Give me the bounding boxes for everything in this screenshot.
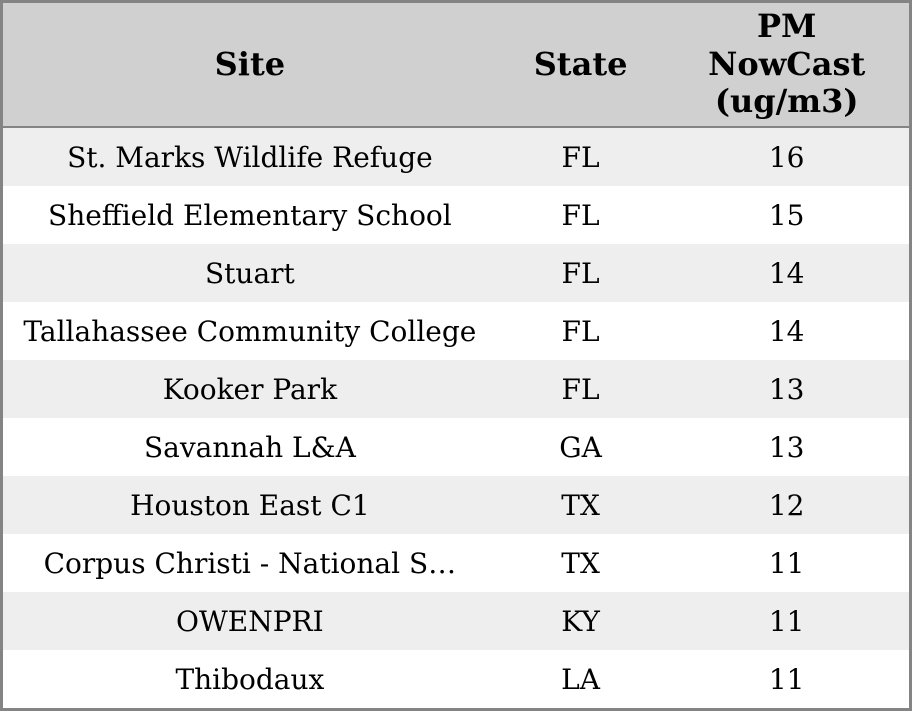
table-body: St. Marks Wildlife Refuge FL 16 Sheffiel… (3, 127, 909, 708)
site-cell: Houston East C1 (130, 488, 370, 522)
col-header-pm-nowcast: PM NowCast (ug/m3) (664, 3, 909, 128)
table-row: Thibodaux LA 11 (3, 650, 909, 708)
table-row: Sheffield Elementary School FL 15 (3, 186, 909, 244)
state-cell: GA (559, 430, 602, 464)
site-cell: Stuart (204, 256, 295, 290)
table-row: Savannah L&A GA 13 (3, 418, 909, 476)
pm-nowcast-cell: 13 (768, 372, 805, 406)
site-cell: Kooker Park (162, 372, 338, 406)
pm-nowcast-table: Site State PM NowCast (ug/m3) St. Marks … (3, 3, 909, 708)
site-cell: Thibodaux (175, 662, 325, 696)
col-header-state: State (496, 3, 665, 128)
table-row: Stuart FL 14 (3, 244, 909, 302)
site-cell: Tallahassee Community College (23, 314, 477, 348)
site-cell: Sheffield Elementary School (48, 198, 452, 232)
table-row: OWENPRI KY 11 (3, 592, 909, 650)
table-row: Tallahassee Community College FL 14 (3, 302, 909, 360)
col-header-site: Site (3, 3, 497, 128)
pm-nowcast-cell: 15 (768, 198, 805, 232)
pm-nowcast-cell: 11 (768, 662, 805, 696)
table-row: Houston East C1 TX 12 (3, 476, 909, 534)
pm-nowcast-cell: 14 (768, 314, 805, 348)
pm-nowcast-cell: 12 (768, 488, 805, 522)
pm-nowcast-cell: 11 (768, 604, 805, 638)
state-cell: LA (561, 662, 600, 696)
state-cell: FL (561, 314, 600, 348)
table-row: St. Marks Wildlife Refuge FL 16 (3, 127, 909, 186)
pm-nowcast-cell: 13 (768, 430, 805, 464)
state-cell: TX (561, 546, 600, 580)
pm-nowcast-cell: 11 (768, 546, 805, 580)
state-cell: FL (561, 256, 600, 290)
header-row: Site State PM NowCast (ug/m3) (3, 3, 909, 128)
state-cell: FL (561, 372, 600, 406)
state-cell: KY (561, 604, 600, 638)
site-cell: OWENPRI (176, 604, 324, 638)
site-cell: Corpus Christi - National S… (43, 546, 457, 580)
pm-nowcast-cell: 14 (768, 256, 805, 290)
state-cell: TX (561, 488, 600, 522)
table-header: Site State PM NowCast (ug/m3) (3, 3, 909, 128)
pm-nowcast-cell: 16 (768, 140, 805, 174)
site-cell: St. Marks Wildlife Refuge (67, 140, 433, 174)
state-cell: FL (561, 140, 600, 174)
table-row: Kooker Park FL 13 (3, 360, 909, 418)
state-cell: FL (561, 198, 600, 232)
table-row: Corpus Christi - National S… TX 11 (3, 534, 909, 592)
site-cell: Savannah L&A (143, 430, 356, 464)
